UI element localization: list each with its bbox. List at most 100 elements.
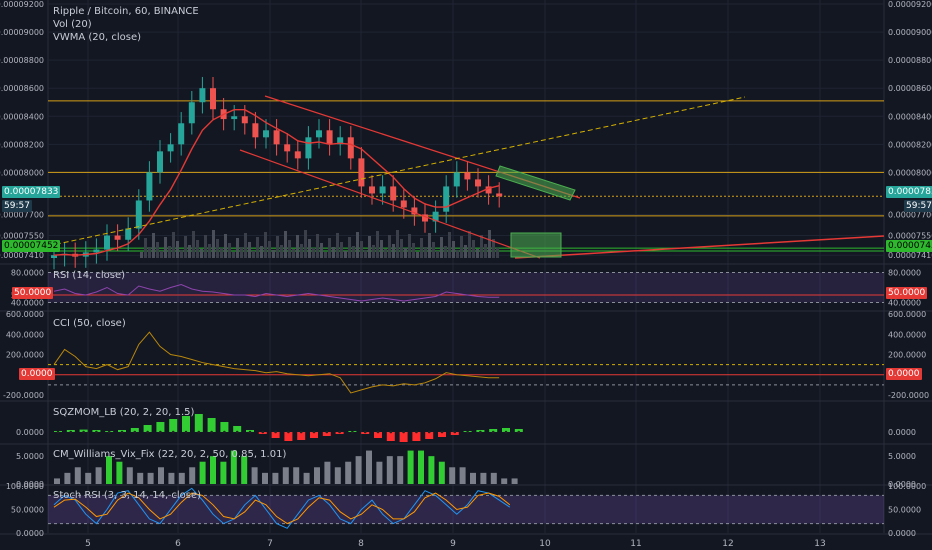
cci-tick-right: 600.0000 <box>888 310 926 319</box>
candle-body <box>316 130 322 138</box>
sqzmom-bar <box>284 432 293 441</box>
candle-body <box>51 255 57 258</box>
sqzmom-dot <box>107 430 111 434</box>
sqzmom-tick-right: 0.0000 <box>888 428 916 437</box>
candle-body <box>496 193 503 197</box>
vixfix-bar <box>355 456 362 484</box>
volume-bar <box>304 230 307 258</box>
stochrsi-tick-left: 0.0000 <box>16 529 44 538</box>
vixfix-bar <box>168 472 175 484</box>
vwma-indicator-label[interactable]: VWMA (20, close) <box>53 32 142 43</box>
volume-bar <box>212 230 215 258</box>
stochrsi-d-line <box>53 492 511 525</box>
volume-bar <box>408 234 411 258</box>
sqzmom-dot <box>453 430 457 434</box>
x-tick-label: 11 <box>630 539 641 549</box>
candle-body <box>453 172 460 187</box>
volume-bar <box>188 245 191 258</box>
symbol-title: Ripple / Bitcoin, 60, BINANCE <box>53 6 199 17</box>
volume-bar <box>172 232 175 258</box>
sqzmom-bar <box>412 432 421 441</box>
volume-bar <box>368 236 371 258</box>
cci-title[interactable]: CCI (50, close) <box>53 318 126 329</box>
volume-bar <box>444 246 447 258</box>
rsi-tick-right: 40.0000 <box>888 299 921 308</box>
vixfix-bar <box>189 467 196 484</box>
vixfix-title[interactable]: CM_Williams_Vix_Fix (22, 20, 2, 50, 0.85… <box>53 449 287 460</box>
rsi-tick-right: 80.0000 <box>888 269 921 278</box>
volume-bar <box>260 246 263 258</box>
volume-bar <box>480 235 483 258</box>
sqzmom-bar <box>425 432 434 439</box>
vixfix-bar <box>282 467 289 484</box>
sqzmom-dot <box>82 430 85 434</box>
vixfix-bar <box>386 456 393 484</box>
candle-body <box>347 137 354 159</box>
sqzmom-title[interactable]: SQZMOM_LB (20, 2, 20, 1.5) <box>53 407 195 418</box>
volume-bar <box>276 236 279 258</box>
volume-bar <box>252 251 255 258</box>
sqzmom-bar <box>322 432 331 436</box>
candle-body <box>390 186 397 201</box>
vixfix-bar <box>314 467 320 484</box>
sqzmom-bar <box>194 414 203 432</box>
volume-bar <box>216 239 219 258</box>
sqzmom-dot <box>504 430 508 434</box>
vixfix-bar <box>272 472 279 484</box>
vixfix-bar <box>480 472 487 484</box>
sqzmom-bar <box>514 429 523 432</box>
countdown-label-right: 59:57 <box>904 200 932 212</box>
candle-body <box>135 200 142 229</box>
y-tick-label-left: 0.00009200 <box>0 0 44 9</box>
candle-body <box>188 102 195 124</box>
volume-bar <box>140 252 143 258</box>
volume-bar <box>312 248 315 258</box>
volume-bar <box>332 247 335 258</box>
volume-bar <box>420 238 423 258</box>
vixfix-bar <box>470 472 476 484</box>
current-price-label-right: 0.00007833 <box>886 186 932 198</box>
rsi-band <box>48 272 884 303</box>
volume-bar <box>240 247 243 258</box>
stochrsi-title[interactable]: Stoch RSI (3, 3, 14, 14, close) <box>53 490 201 501</box>
cci-tick-left: 400.0000 <box>6 330 44 339</box>
rising-dashed-trendline <box>47 96 746 247</box>
vixfix-bar <box>262 472 268 484</box>
volume-bar <box>404 248 407 258</box>
candle-body <box>358 158 365 187</box>
candle-body <box>305 137 312 159</box>
vixfix-bar <box>459 467 466 484</box>
y-tick-label-left: 0.00007700 <box>0 210 44 219</box>
sqzmom-dot <box>299 430 303 434</box>
rsi-title[interactable]: RSI (14, close) <box>53 270 126 281</box>
y-tick-label-left: 0.00009000 <box>0 28 44 37</box>
cci-current-left: 0.0000 <box>19 368 55 380</box>
x-tick-label: 13 <box>814 539 825 549</box>
sqzmom-dot <box>517 430 521 434</box>
volume-bar <box>456 250 459 258</box>
volume-bar <box>436 251 439 258</box>
cci-line <box>53 331 500 394</box>
vol-indicator-label[interactable]: Vol (20) <box>53 19 92 30</box>
volume-bar <box>360 241 363 258</box>
vixfix-bar <box>199 461 206 484</box>
sqzmom-tick-left: 0.0000 <box>16 428 44 437</box>
candle-body <box>241 116 248 124</box>
support-trendline <box>514 235 885 259</box>
vixfix-bar <box>293 467 300 484</box>
vixfix-bar <box>511 478 518 484</box>
candle-body <box>104 235 110 250</box>
sqzmom-dot <box>351 430 354 434</box>
volume-bar <box>416 252 419 258</box>
volume-bar <box>336 233 339 258</box>
volume-bar <box>228 243 231 258</box>
vixfix-bar <box>147 472 154 484</box>
rsi-current-right: 50.0000 <box>886 287 928 299</box>
candle-body <box>93 249 100 253</box>
volume-bar <box>164 237 167 258</box>
sqzmom-bar <box>489 429 498 432</box>
volume-bar <box>200 249 203 258</box>
sqzmom-dot <box>171 430 175 434</box>
